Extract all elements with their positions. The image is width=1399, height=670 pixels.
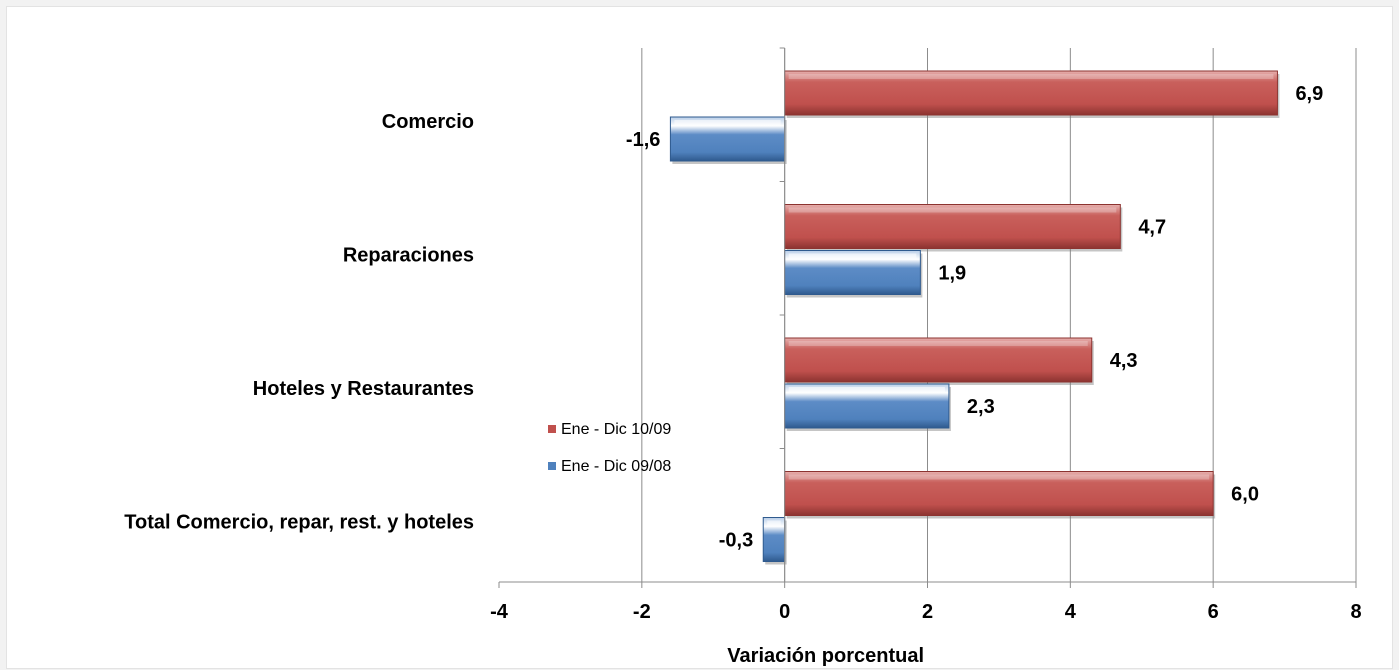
bars <box>669 70 1280 565</box>
data-label: 6,9 <box>1295 83 1323 105</box>
category-label: Hoteles y Restaurantes <box>253 378 474 400</box>
x-tick-label: -2 <box>633 601 651 623</box>
axes <box>498 47 1357 588</box>
bar <box>669 116 787 164</box>
bar-chart: 6,9 4,7 4,3 6,0 -1,6 1,9 2,3 -0,3 Comercio Repara… <box>124 47 1362 667</box>
chart-frame: 6,9 4,7 4,3 6,0 -1,6 1,9 2,3 -0,3 Comercio Repara… <box>6 6 1393 669</box>
legend-swatch <box>548 425 556 433</box>
x-tick-label: 0 <box>779 601 790 623</box>
x-tick-label: -4 <box>490 601 509 623</box>
category-label: Comercio <box>382 111 474 133</box>
x-axis-title: Variación porcentual <box>727 645 924 667</box>
bar <box>784 383 951 431</box>
legend-entry: Ene - Dic 10/09 <box>548 421 671 438</box>
data-label: -1,6 <box>626 129 660 151</box>
bar <box>762 517 787 565</box>
legend-label: Ene - Dic 10/09 <box>561 421 671 438</box>
bar <box>784 337 1094 385</box>
legend: Ene - Dic 10/09 Ene - Dic 09/08 <box>548 421 671 475</box>
category-label: Reparaciones <box>343 245 474 267</box>
legend-label: Ene - Dic 09/08 <box>561 458 671 475</box>
x-tick-label: 6 <box>1208 601 1219 623</box>
data-label: -0,3 <box>719 530 753 552</box>
x-tick-label: 2 <box>922 601 933 623</box>
legend-entry: Ene - Dic 09/08 <box>548 458 671 475</box>
legend-swatch <box>548 462 556 470</box>
bar <box>784 204 1123 252</box>
x-tick-label: 4 <box>1065 601 1077 623</box>
bar <box>784 250 923 298</box>
labels: 6,9 4,7 4,3 6,0 -1,6 1,9 2,3 -0,3 Comercio Repara… <box>124 83 1361 623</box>
category-label: Total Comercio, repar, rest. y hoteles <box>124 512 474 534</box>
bar <box>784 471 1216 519</box>
data-label: 4,7 <box>1138 217 1166 239</box>
bar <box>784 70 1280 118</box>
x-tick-label: 8 <box>1350 601 1361 623</box>
data-label: 6,0 <box>1231 484 1259 506</box>
data-label: 2,3 <box>967 396 995 418</box>
data-label: 4,3 <box>1110 350 1138 372</box>
data-label: 1,9 <box>938 263 966 285</box>
